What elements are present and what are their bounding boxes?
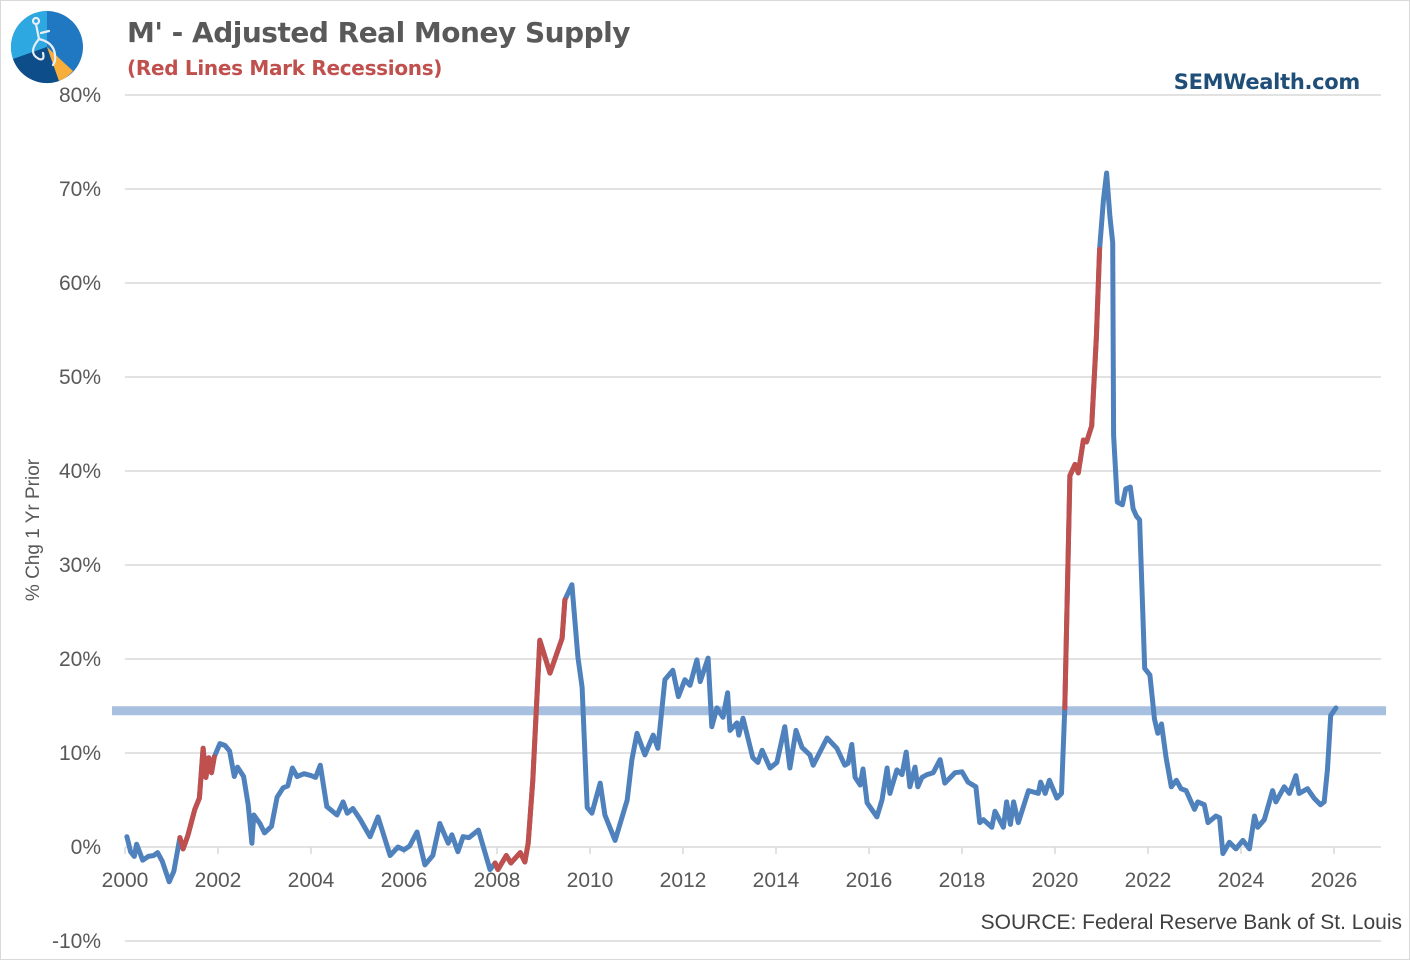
x-tick-label: 2020 (1032, 869, 1079, 892)
y-tick-label: -10% (52, 930, 101, 953)
x-tick-label: 2022 (1125, 869, 1172, 892)
chart-title: M' - Adjusted Real Money Supply (127, 16, 630, 49)
recession-segment (1062, 246, 1103, 711)
y-tick-label: 60% (59, 272, 101, 295)
recession-segment (177, 745, 217, 852)
x-tick-label: 2004 (288, 869, 335, 892)
x-tick-label: 2026 (1311, 869, 1358, 892)
y-tick-label: 20% (59, 648, 101, 671)
x-tick-labels: 2000 2002 2004 2006 2008 2010 2012 2014 2016 2018… (102, 869, 1358, 892)
series-line (124, 170, 1339, 885)
recession-segment (492, 597, 568, 873)
y-tick-label: 40% (59, 460, 101, 483)
y-tick-label: 50% (59, 366, 101, 389)
brand-link[interactable]: SEMWealth.com (1173, 70, 1361, 94)
x-tick-label: 2014 (753, 869, 800, 892)
chart-subtitle: (Red Lines Mark Recessions) (127, 56, 443, 80)
x-tick-label: 2012 (660, 869, 707, 892)
x-tick-label: 2002 (195, 869, 242, 892)
series-lines (124, 170, 1339, 885)
y-tick-label: 30% (59, 554, 101, 577)
x-tick-label: 2006 (381, 869, 428, 892)
x-tick-label: 2010 (567, 869, 614, 892)
x-tick-label: 2000 (102, 869, 149, 892)
x-tick-label: 2016 (846, 869, 893, 892)
x-tick-label: 2018 (939, 869, 986, 892)
y-tick-labels: -10% 0% 10% 20% 30% 40% 50% 60% 70% 80% (52, 84, 101, 953)
gridlines (124, 94, 1381, 942)
y-tick-label: 10% (59, 742, 101, 765)
y-tick-label: 0% (71, 836, 101, 859)
y-tick-label: 80% (59, 84, 101, 107)
x-tick-label: 2024 (1218, 869, 1265, 892)
source-note: SOURCE: Federal Reserve Bank of St. Loui… (980, 911, 1402, 934)
x-tick-label: 2008 (474, 869, 521, 892)
compass-pie-logo-icon (10, 10, 83, 84)
y-tick-label: 70% (59, 178, 101, 201)
